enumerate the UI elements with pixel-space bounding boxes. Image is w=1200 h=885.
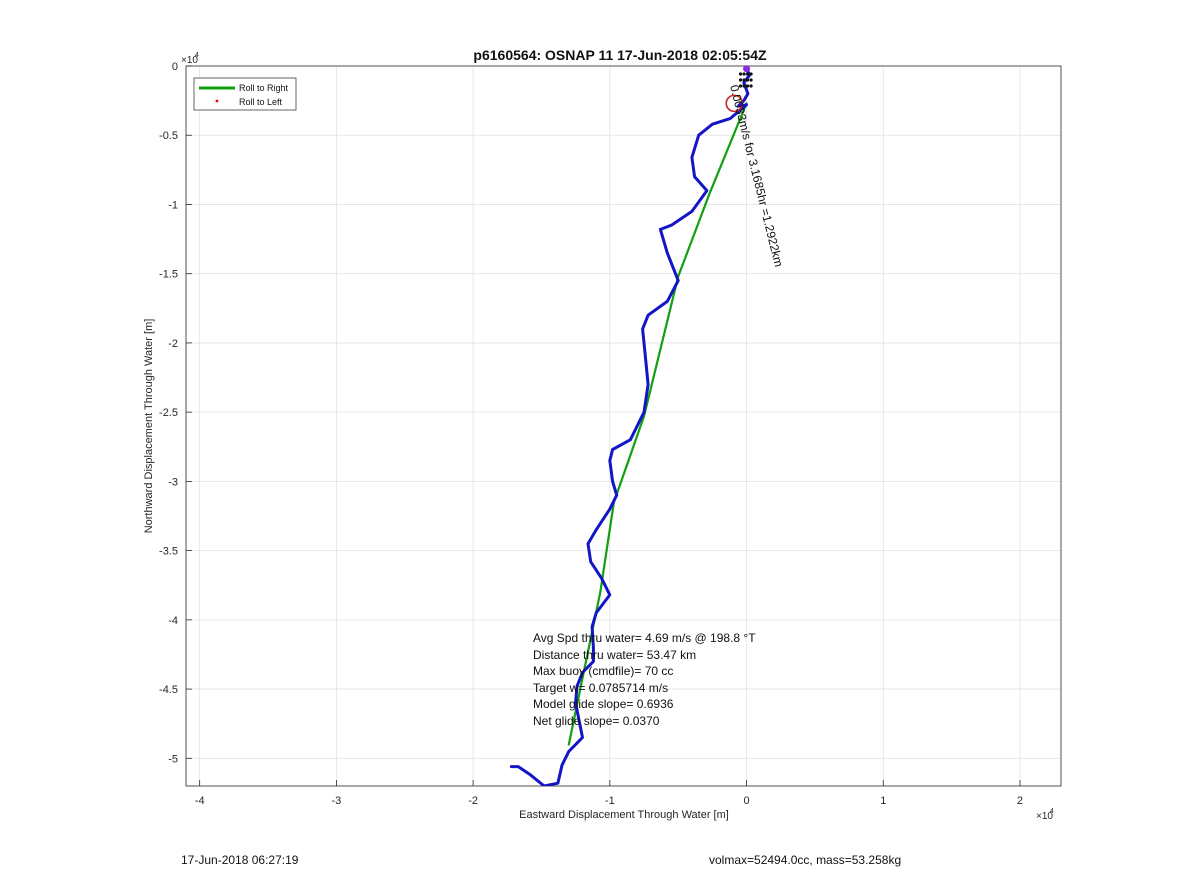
legend-box xyxy=(193,77,297,111)
y-tick-label: -2.5 xyxy=(159,407,178,419)
dot-cluster-point xyxy=(738,84,743,88)
stats-line-target-w: Target w= 0.0785714 m/s xyxy=(533,681,668,695)
legend-swatch-roll-left xyxy=(215,99,219,103)
dot-cluster-point xyxy=(742,84,746,88)
track-label: 0.0033m/s for 3.1685hr =1.2922km xyxy=(727,83,786,268)
dot-cluster-point xyxy=(749,78,753,82)
y-tick-label: -3 xyxy=(168,476,178,488)
stats-block: Avg Spd thru water= 4.69 m/s @ 198.8 °T … xyxy=(533,631,756,728)
footer-vehicle-params: volmax=52494.0cc, mass=53.258kg xyxy=(709,853,902,867)
grid-lines xyxy=(186,65,1061,786)
dot-cluster-point xyxy=(745,84,750,88)
x-tick-label: 0 xyxy=(743,795,749,807)
x-tick-label: -1 xyxy=(605,795,615,807)
y-multiplier-exponent: 4 xyxy=(195,52,199,59)
x-multiplier-base: ×10 xyxy=(1036,811,1053,822)
y-tick-label: -2 xyxy=(168,338,178,350)
axis-ticks: -4 -3 -2 -1 0 1 2 0 -0.5 -1 -1.5 -2 -2.5 -3 -3.5 -4 -4.5… xyxy=(159,61,1023,807)
dot-cluster-point xyxy=(745,72,750,76)
series-roll-to-right-line xyxy=(567,102,748,746)
plot-area-frame xyxy=(185,65,1062,787)
dot-cluster-point xyxy=(745,78,750,82)
legend-label-roll-left: Roll to Left xyxy=(239,97,283,107)
y-multiplier-base: ×10 xyxy=(181,55,198,66)
series-glider-track-line xyxy=(509,66,751,786)
y-axis-label: Northward Displacement Through Water [m] xyxy=(143,319,155,534)
x-tick-label: 2 xyxy=(1017,795,1023,807)
legend: Roll to Right Roll to Left xyxy=(193,77,297,111)
chart: -4 -3 -2 -1 0 1 2 0 -0.5 -1 -1.5 -2 -2.5 -3 -3.5 -4 -4.5… xyxy=(143,47,1062,822)
chart-title: p6160564: OSNAP 11 17-Jun-2018 02:05:54Z xyxy=(473,47,767,63)
y-tick-label: 0 xyxy=(172,61,178,73)
y-tick-label: -4.5 xyxy=(159,684,178,696)
dot-cluster-point xyxy=(749,72,753,76)
footer-timestamp: 17-Jun-2018 06:27:19 xyxy=(181,853,299,867)
annotation-layer xyxy=(725,65,753,113)
y-tick-label: -0.5 xyxy=(159,130,178,142)
start-circle-marker xyxy=(725,94,744,113)
y-tick-label: -1 xyxy=(168,199,178,211)
y-tick-label: -3.5 xyxy=(159,546,178,558)
purple-marker xyxy=(743,65,751,73)
stats-line-avg-speed: Avg Spd thru water= 4.69 m/s @ 198.8 °T xyxy=(533,631,756,645)
x-tick-label: -3 xyxy=(332,795,342,807)
dot-cluster-point xyxy=(742,72,746,76)
series-layer xyxy=(509,66,751,786)
dot-cluster-point xyxy=(738,72,743,76)
legend-label-roll-right: Roll to Right xyxy=(239,83,289,93)
dot-cluster-point xyxy=(749,84,753,88)
stats-line-net-glide: Net glide slope= 0.0370 xyxy=(533,714,660,728)
y-tick-label: -5 xyxy=(168,753,178,765)
dot-cluster-point xyxy=(738,78,743,82)
dot-cluster-point xyxy=(742,78,746,82)
x-tick-label: 1 xyxy=(880,795,886,807)
x-multiplier-exponent: 4 xyxy=(1050,808,1054,815)
x-axis-multiplier: ×10 4 xyxy=(1036,808,1054,822)
y-tick-label: -1.5 xyxy=(159,269,178,281)
x-tick-label: -2 xyxy=(468,795,478,807)
stats-line-model-glide: Model glide slope= 0.6936 xyxy=(533,697,674,711)
stats-line-max-buoy: Max buoy (cmdfile)= 70 cc xyxy=(533,664,673,678)
y-tick-label: -4 xyxy=(168,615,178,627)
x-axis-label: Eastward Displacement Through Water [m] xyxy=(519,809,729,821)
y-axis-multiplier: ×10 4 xyxy=(181,52,199,66)
stats-line-distance: Distance thru water= 53.47 km xyxy=(533,648,696,662)
x-tick-label: -4 xyxy=(195,795,205,807)
